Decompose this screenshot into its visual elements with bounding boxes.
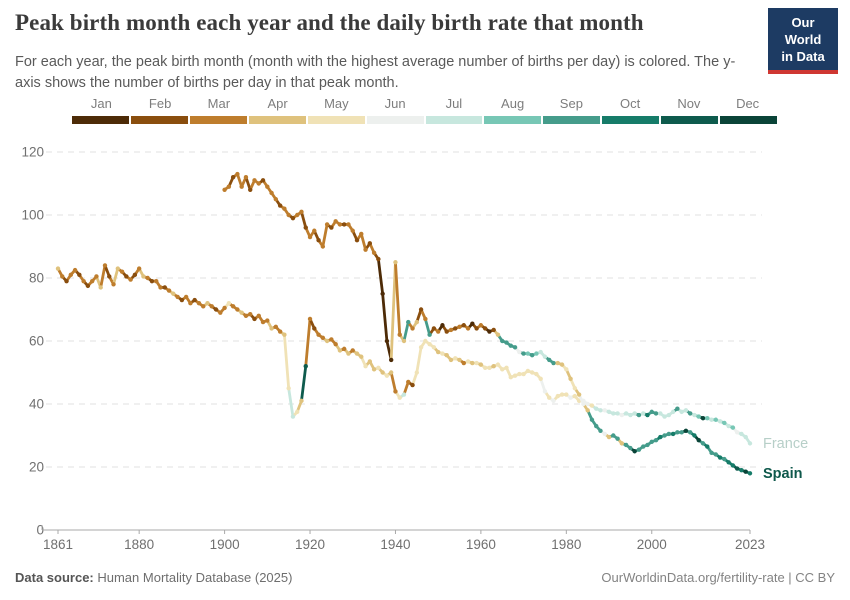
month-swatch-jun xyxy=(366,116,424,124)
x-tick-1900: 1900 xyxy=(210,537,240,552)
y-tick-20: 20 xyxy=(29,460,44,475)
month-swatch-oct xyxy=(602,116,660,124)
month-swatch-mar xyxy=(189,116,247,124)
y-tick-80: 80 xyxy=(29,271,44,286)
month-label-dec: Dec xyxy=(736,96,760,111)
data-source: Data source: Human Mortality Database (2… xyxy=(15,570,292,585)
month-legend-colorbar xyxy=(72,116,778,124)
month-label-oct: Oct xyxy=(620,96,641,111)
owid-url-link[interactable]: OurWorldinData.org/fertility-rate | CC B… xyxy=(601,570,835,585)
series-label-spain[interactable]: Spain xyxy=(763,466,802,482)
month-swatch-sep xyxy=(543,116,601,124)
chart-footer: Data source: Human Mortality Database (2… xyxy=(0,568,850,592)
x-tick-1861: 1861 xyxy=(43,537,73,552)
month-label-jan: Jan xyxy=(90,96,112,111)
y-tick-40: 40 xyxy=(29,397,44,412)
y-tick-60: 60 xyxy=(29,334,44,349)
month-swatch-apr xyxy=(248,116,306,124)
month-swatch-aug xyxy=(484,116,542,124)
x-tick-1980: 1980 xyxy=(551,537,581,552)
month-label-apr: Apr xyxy=(267,96,288,111)
x-tick-1940: 1940 xyxy=(380,537,410,552)
data-source-label: Data source: xyxy=(15,570,94,585)
month-label-aug: Aug xyxy=(501,96,525,111)
y-tick-100: 100 xyxy=(21,208,44,223)
page-title: Peak birth month each year and the daily… xyxy=(15,10,644,35)
month-swatch-may xyxy=(307,116,365,124)
month-color-legend: Jan Feb Mar Apr May Jun Jul Aug Sep Oct Nov Dec xyxy=(72,96,778,124)
month-label-jul: Jul xyxy=(445,96,463,111)
series-label-france[interactable]: France xyxy=(763,436,808,452)
series-france-line[interactable]: France xyxy=(55,263,808,452)
month-label-sep: Sep xyxy=(559,96,583,111)
month-swatch-feb xyxy=(130,116,188,124)
y-tick-0: 0 xyxy=(36,523,44,538)
series-spain-line[interactable]: Spain xyxy=(222,171,802,482)
owid-logo-line2: in Data xyxy=(781,49,825,65)
month-swatch-jan xyxy=(72,116,129,124)
x-tick-1960: 1960 xyxy=(466,537,496,552)
month-label-feb: Feb xyxy=(148,96,172,111)
chart-subtitle: For each year, the peak birth month (mon… xyxy=(15,54,736,92)
x-axis: 1861 1880 1900 1920 1940 1960 1980 2000 2023 xyxy=(41,525,765,552)
data-source-text: Human Mortality Database (2025) xyxy=(93,570,293,585)
month-swatch-jul xyxy=(425,116,483,124)
month-swatch-dec xyxy=(720,116,778,124)
x-tick-2023: 2023 xyxy=(735,537,765,552)
x-tick-1880: 1880 xyxy=(124,537,154,552)
month-swatch-nov xyxy=(661,116,719,124)
month-label-mar: Mar xyxy=(207,96,231,111)
month-label-may: May xyxy=(324,96,349,111)
month-label-jun: Jun xyxy=(384,96,406,111)
x-tick-2000: 2000 xyxy=(637,537,667,552)
month-legend-labels: Jan Feb Mar Apr May Jun Jul Aug Sep Oct Nov Dec xyxy=(72,96,777,116)
y-tick-120: 120 xyxy=(21,145,44,160)
x-tick-1920: 1920 xyxy=(295,537,325,552)
month-label-nov: Nov xyxy=(677,96,701,111)
owid-logo[interactable]: Our World in Data xyxy=(768,8,838,75)
owid-logo-line1: Our World xyxy=(784,15,822,48)
